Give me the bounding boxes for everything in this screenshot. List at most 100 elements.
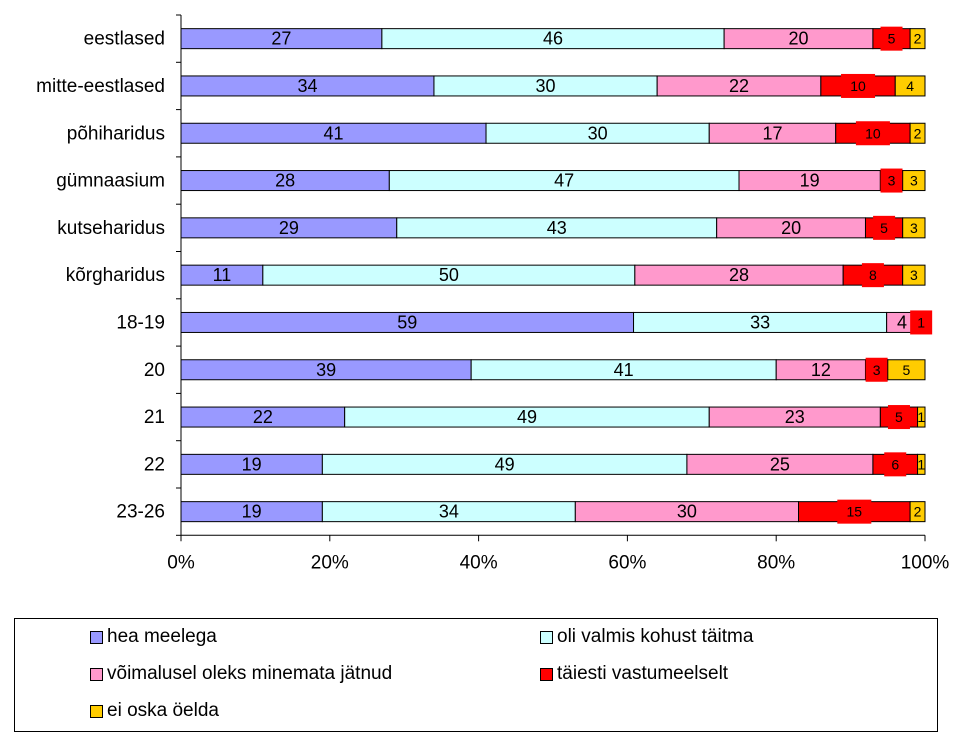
data-label: 4 <box>906 78 914 94</box>
data-label-box <box>887 405 910 430</box>
chart-legend: hea meelega oli valmis kohust täitma või… <box>14 618 938 732</box>
data-label-box <box>841 73 876 98</box>
x-tick-label: 40% <box>460 552 498 573</box>
x-tick-label: 0% <box>167 552 195 573</box>
data-label: 19 <box>800 171 820 191</box>
data-label-box <box>865 357 888 382</box>
data-label-box <box>910 310 933 335</box>
category-label: kõrgharidus <box>66 265 165 286</box>
data-label: 47 <box>554 171 574 191</box>
bar-segment <box>909 122 926 144</box>
data-label: 22 <box>729 76 749 96</box>
data-label: 30 <box>588 123 608 143</box>
data-label-box <box>837 499 872 524</box>
data-label: 43 <box>547 218 567 238</box>
legend-item-1: oli valmis kohust täitma <box>540 626 753 648</box>
category-label: 21 <box>144 407 165 428</box>
bar-segment <box>909 28 926 50</box>
category-label: kutseharidus <box>57 218 165 239</box>
data-label: 5 <box>895 409 903 425</box>
bar-segment <box>894 75 926 97</box>
data-label: 10 <box>850 78 866 94</box>
data-label: 2 <box>914 125 922 141</box>
data-label: 2 <box>914 504 922 520</box>
x-tick-label: 20% <box>311 552 349 573</box>
data-label: 12 <box>811 360 831 380</box>
category-label: põhiharidus <box>67 123 165 144</box>
bar-segment <box>909 501 926 523</box>
data-label: 41 <box>324 123 344 143</box>
data-label: 3 <box>888 173 896 189</box>
category-label: 20 <box>144 360 165 381</box>
data-label: 5 <box>903 362 911 378</box>
data-label: 6 <box>891 456 899 472</box>
legend-label: hea meelega <box>107 626 217 647</box>
data-label-box <box>884 452 907 477</box>
data-label: 23 <box>785 407 805 427</box>
data-label: 15 <box>847 504 863 520</box>
legend-label: täiesti vastumeelselt <box>557 663 729 684</box>
data-label: 3 <box>910 267 918 283</box>
category-label: 23-26 <box>116 502 165 523</box>
legend-swatch-hea-meelega <box>90 630 103 644</box>
data-label: 59 <box>397 312 417 332</box>
data-label: 34 <box>297 76 317 96</box>
data-label: 1 <box>917 314 925 330</box>
data-label: 19 <box>242 502 262 522</box>
data-label: 20 <box>781 218 801 238</box>
data-label: 3 <box>873 362 881 378</box>
data-label: 49 <box>517 407 537 427</box>
x-tick-label: 80% <box>757 552 795 573</box>
data-label-box <box>880 26 903 51</box>
data-label: 28 <box>275 171 295 191</box>
bar-segment <box>902 264 926 286</box>
data-label: 50 <box>439 265 459 285</box>
category-label: gümnaasium <box>56 171 165 192</box>
data-label-box <box>855 121 890 146</box>
data-label: 20 <box>789 29 809 49</box>
data-label: 41 <box>614 360 634 380</box>
data-label: 34 <box>439 502 459 522</box>
bar-segment <box>887 359 926 381</box>
data-label: 46 <box>543 29 563 49</box>
legend-label: oli valmis kohust täitma <box>557 626 754 647</box>
data-label: 30 <box>536 76 556 96</box>
data-label: 4 <box>897 312 907 332</box>
data-label: 17 <box>762 123 782 143</box>
legend-item-2: võimalusel oleks minemata jätnud <box>90 663 392 685</box>
category-label: mitte-eestlased <box>36 76 165 97</box>
data-label: 5 <box>888 31 896 47</box>
data-label: 27 <box>271 29 291 49</box>
legend-label: ei oska öelda <box>107 700 219 721</box>
data-label: 1 <box>917 456 925 472</box>
data-label: 3 <box>910 173 918 189</box>
data-label: 29 <box>279 218 299 238</box>
category-label: eestlased <box>84 29 165 50</box>
data-label: 33 <box>750 312 770 332</box>
x-tick-label: 100% <box>901 552 950 573</box>
bar-segment <box>902 170 926 192</box>
legend-item-0: hea meelega <box>90 626 217 648</box>
category-label: 18-19 <box>116 312 165 333</box>
data-label: 2 <box>914 31 922 47</box>
data-label: 30 <box>677 502 697 522</box>
data-label: 11 <box>213 265 232 285</box>
data-label: 5 <box>880 220 888 236</box>
data-label: 19 <box>242 454 262 474</box>
data-label: 25 <box>770 454 790 474</box>
bar-segment <box>917 453 926 475</box>
bar-segment <box>917 406 926 428</box>
legend-item-3: täiesti vastumeelselt <box>540 663 728 685</box>
legend-label: võimalusel oleks minemata jätnud <box>107 663 393 684</box>
legend-item-4: ei oska öelda <box>90 700 219 722</box>
data-label: 22 <box>253 407 273 427</box>
data-label: 1 <box>917 409 925 425</box>
data-label: 3 <box>910 220 918 236</box>
data-label: 49 <box>495 454 515 474</box>
data-label: 8 <box>869 267 877 283</box>
data-label: 28 <box>729 265 749 285</box>
legend-swatch-voimalusel <box>90 667 103 681</box>
legend-swatch-ei-oska <box>90 704 103 718</box>
data-label: 39 <box>316 360 336 380</box>
